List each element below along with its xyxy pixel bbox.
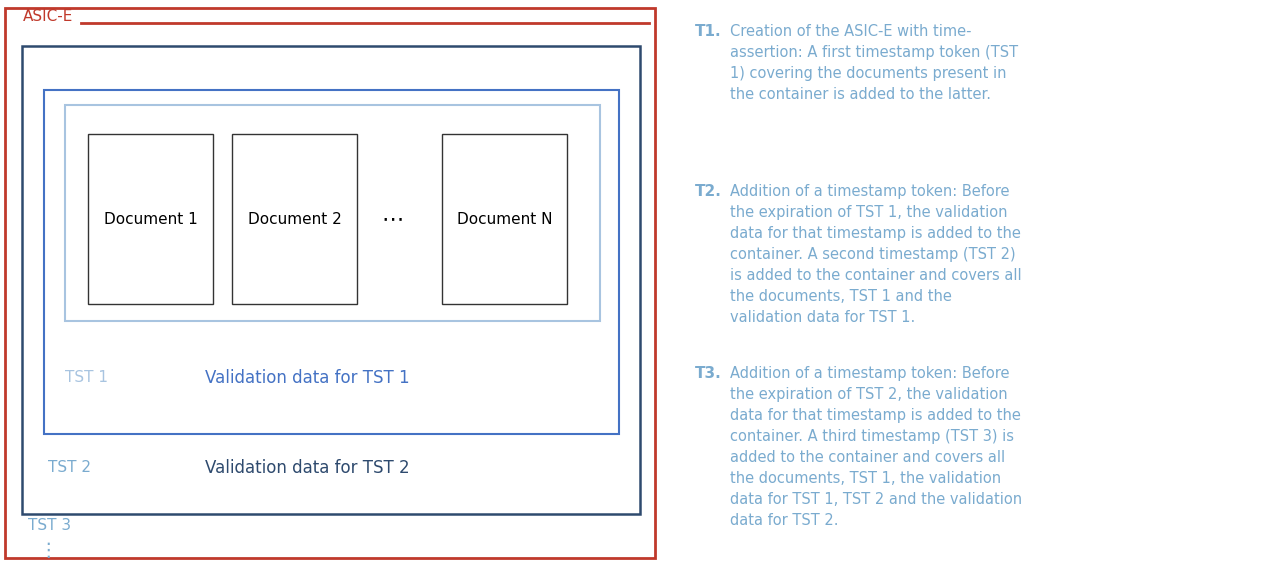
Text: Document 2: Document 2 xyxy=(247,212,341,226)
Text: ⋮: ⋮ xyxy=(38,542,57,560)
Text: ASIC-E: ASIC-E xyxy=(23,9,74,24)
Text: Document N: Document N xyxy=(457,212,552,226)
Bar xyxy=(232,134,357,304)
Text: TST 1: TST 1 xyxy=(65,371,108,385)
Text: Validation data for TST 2: Validation data for TST 2 xyxy=(205,459,410,477)
Text: Document 1: Document 1 xyxy=(103,212,197,226)
Text: T2.: T2. xyxy=(696,184,722,199)
Bar xyxy=(65,105,600,321)
Text: T1.: T1. xyxy=(696,24,721,39)
Text: TST 3: TST 3 xyxy=(28,518,71,534)
Bar xyxy=(22,46,640,514)
Text: T3.: T3. xyxy=(696,366,722,381)
Text: Creation of the ASIC-E with time-
assertion: A first timestamp token (TST
1) cov: Creation of the ASIC-E with time- assert… xyxy=(730,24,1018,102)
Text: ⋯: ⋯ xyxy=(382,209,404,229)
Bar xyxy=(5,8,655,558)
Bar xyxy=(88,134,213,304)
Text: TST 2: TST 2 xyxy=(48,461,90,475)
Text: Validation data for TST 1: Validation data for TST 1 xyxy=(205,369,410,387)
Bar xyxy=(45,90,619,434)
Bar xyxy=(442,134,567,304)
Text: Addition of a timestamp token: Before
the expiration of TST 2, the validation
da: Addition of a timestamp token: Before th… xyxy=(730,366,1022,528)
Text: Addition of a timestamp token: Before
the expiration of TST 1, the validation
da: Addition of a timestamp token: Before th… xyxy=(730,184,1022,325)
